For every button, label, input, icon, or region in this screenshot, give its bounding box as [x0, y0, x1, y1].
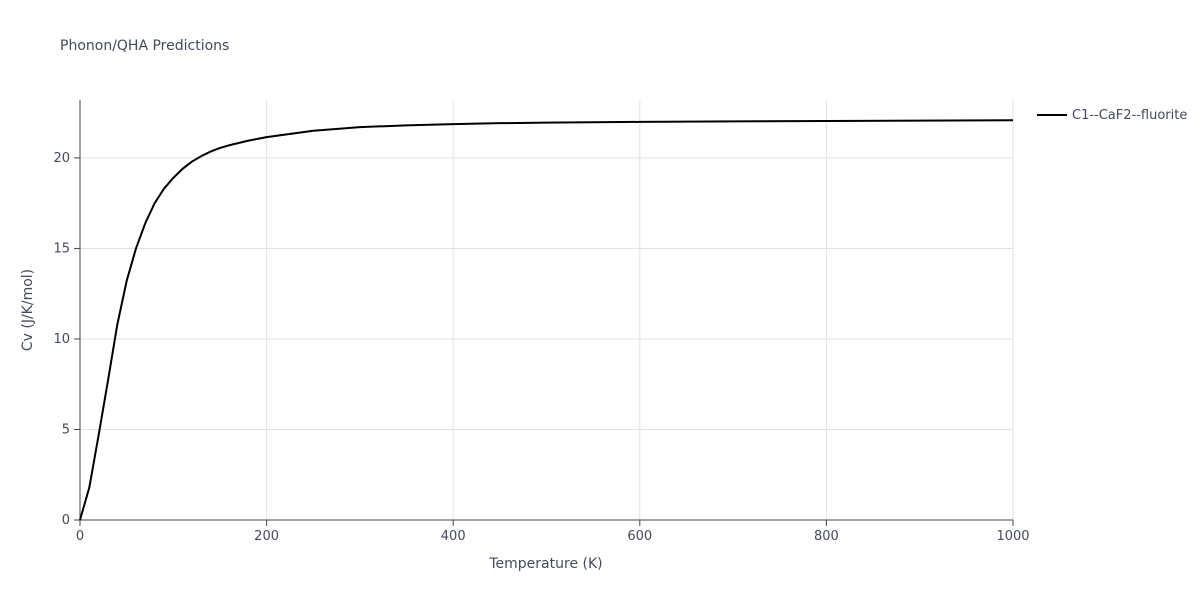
- x-tick-label: 0: [76, 529, 84, 544]
- legend: C1--CaF2--fluorite: [1037, 108, 1187, 123]
- legend-label: C1--CaF2--fluorite: [1072, 108, 1187, 123]
- y-tick-label: 20: [53, 151, 70, 166]
- y-tick-label: 10: [53, 332, 70, 347]
- x-tick-label: 200: [254, 529, 279, 544]
- x-tick-label: 600: [627, 529, 652, 544]
- chart-title: Phonon/QHA Predictions: [60, 38, 229, 54]
- y-axis-label: Cv (J/K/mol): [20, 269, 36, 351]
- x-tick-label: 800: [814, 529, 839, 544]
- y-tick-label: 15: [53, 241, 70, 256]
- grid: 0 200 400 600 800 1000 0 5 10 15 20: [53, 100, 1030, 544]
- y-tick-label: 5: [62, 422, 70, 437]
- x-tick-label: 400: [441, 529, 466, 544]
- x-tick-label: 1000: [996, 529, 1029, 544]
- plot-area: [79, 119, 1014, 521]
- y-tick-label: 0: [62, 513, 70, 528]
- data-line: [79, 119, 1014, 521]
- x-axis-label: Temperature (K): [488, 556, 602, 572]
